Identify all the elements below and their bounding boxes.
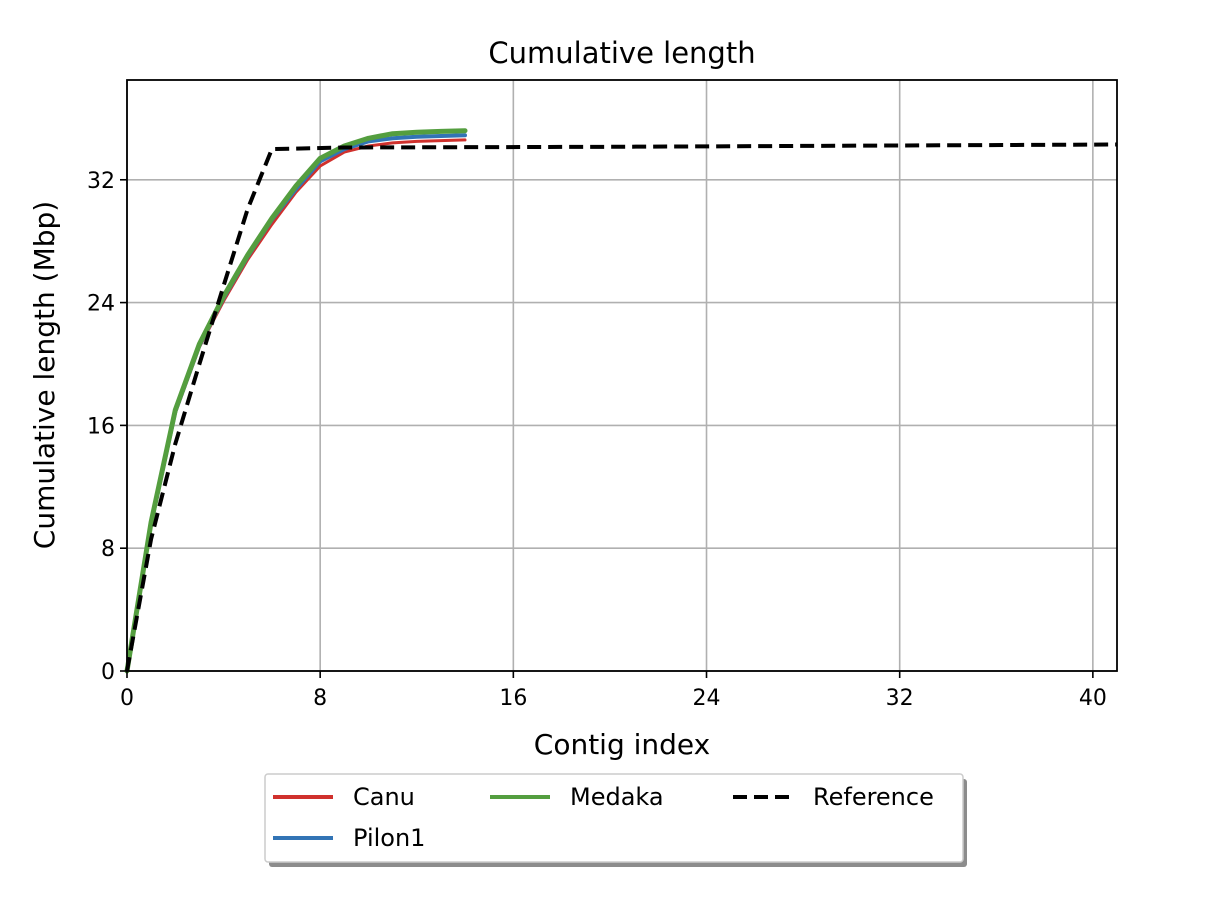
y-tick-label: 32 (87, 169, 115, 194)
plot-frame (126, 79, 1118, 672)
legend-pilon1-label: Pilon1 (353, 824, 425, 852)
y-tick-label: 8 (101, 537, 115, 562)
legend: Canu Pilon1 Medaka Reference (264, 773, 967, 867)
legend-reference-label: Reference (813, 783, 934, 811)
ticks: 0 8 16 24 32 40 0 8 16 24 32 (87, 169, 1107, 711)
x-tick-label: 8 (313, 686, 327, 711)
x-tick-label: 40 (1079, 686, 1107, 711)
x-tick-label: 16 (499, 686, 527, 711)
x-tick-label: 32 (886, 686, 914, 711)
y-axis-label: Cumulative length (Mbp) (28, 201, 61, 549)
series-lines (124, 128, 1118, 674)
series-reference-line (125, 142, 1118, 672)
y-tick-label: 16 (87, 414, 115, 439)
legend-canu-label: Canu (353, 783, 415, 811)
chart-title: Cumulative length (488, 36, 755, 70)
x-tick-label: 0 (120, 686, 134, 711)
x-tick-label: 24 (693, 686, 721, 711)
y-tick-label: 0 (101, 660, 115, 685)
legend-medaka-label: Medaka (570, 783, 664, 811)
series-medaka-line (124, 128, 468, 674)
y-tick-label: 24 (87, 292, 115, 317)
x-axis-label: Contig index (534, 728, 710, 761)
